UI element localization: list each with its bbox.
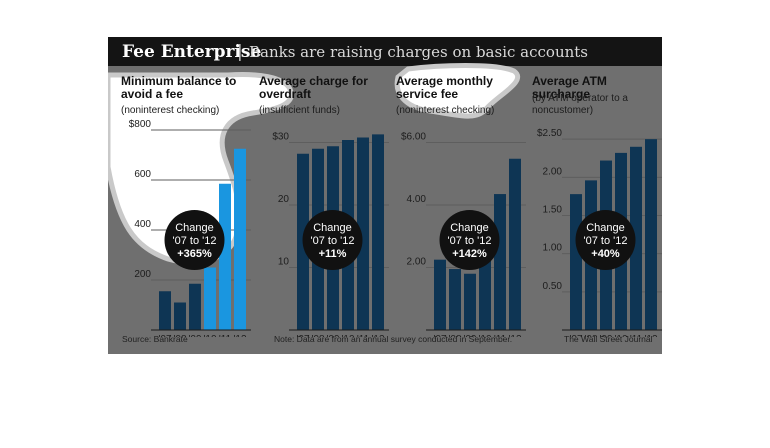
y-tick-label: $30 <box>272 132 289 143</box>
badge-text: '07 to '12 <box>584 235 628 247</box>
bar-12 <box>509 158 521 330</box>
bar-07 <box>570 194 582 330</box>
source-note: Source: Bankrate <box>122 334 188 344</box>
bar-12 <box>234 148 246 330</box>
badge-text: Change <box>175 222 214 234</box>
x-tick-label: '12 <box>371 334 384 337</box>
badge-text: '07 to '12 <box>311 235 355 247</box>
bar-09 <box>189 283 201 330</box>
badge-text: Change <box>450 222 489 234</box>
credit-note: The Wall Street Journal <box>564 334 653 344</box>
y-tick-label: $6.00 <box>401 132 426 143</box>
bar-chart-svg: 2.00 4.00 $6.00 '07'08'09'10'11'12 Change'07… <box>401 132 526 337</box>
chart-title: Average monthly service fee <box>396 74 493 101</box>
bar-chart-svg: 200 400 600 $800 '07'08'09'10'11'12 Change'07… <box>129 119 251 337</box>
x-tick-label: '07 <box>569 334 582 337</box>
x-tick-label: '10 <box>614 334 627 337</box>
title-separator: | <box>237 42 243 62</box>
x-tick-label: '09 <box>463 334 476 337</box>
badge-text: '07 to '12 <box>173 235 217 247</box>
y-tick-label: $2.50 <box>537 128 562 139</box>
x-tick-label: '11 <box>630 334 643 337</box>
header-bar: Fee Enterprise | Banks are raising charg… <box>108 37 662 66</box>
y-tick-label: 400 <box>134 219 151 230</box>
badge-text: +40% <box>591 248 620 260</box>
chart-subtitle: (by ATM operator to a noncustomer) <box>532 93 628 116</box>
bar-chart-svg: 10 20 $30 '07'08'09'10'11'12 Change'07 to '1… <box>272 132 389 337</box>
graphic-subtitle: Banks are raising charges on basic accou… <box>249 43 588 61</box>
chart-subtitle: (noninterest checking) <box>121 105 220 116</box>
y-tick-label: 10 <box>278 257 290 268</box>
x-tick-label: '08 <box>448 334 461 337</box>
x-tick-label: '08 <box>173 334 186 337</box>
change-badge <box>302 210 363 270</box>
highlight-blobs <box>108 63 520 265</box>
white-highlight-blob-right <box>394 63 520 119</box>
chart-subtitle: (insufficient funds) <box>259 105 340 116</box>
bar-12 <box>372 134 384 330</box>
bar-11 <box>219 183 231 330</box>
y-tick-label: 600 <box>134 169 151 180</box>
y-tick-label: 0.50 <box>543 281 563 292</box>
chart-subtitle: (noninterest checking) <box>396 105 495 116</box>
x-tick-label: '07 <box>433 334 446 337</box>
x-tick-label: '09 <box>599 334 612 337</box>
chart-panel-1: Minimum balance to avoid a fee (nonintere… <box>121 74 258 337</box>
y-tick-label: 4.00 <box>407 194 427 205</box>
badge-text: Change <box>313 222 352 234</box>
x-tick-label: '09 <box>326 334 339 337</box>
x-tick-label: '07 <box>296 334 309 337</box>
change-badge <box>439 210 500 270</box>
chart-title: Minimum balance to avoid a fee <box>121 74 237 101</box>
x-tick-label: '12 <box>233 334 246 337</box>
y-tick-label: 1.50 <box>543 204 563 215</box>
bar-chart-svg: 0.50 1.00 1.50 2.00 $2.50 '07'08'09'10'11'12 C… <box>537 128 662 337</box>
infographic: Fee Enterprise | Banks are raising charg… <box>108 37 662 354</box>
x-tick-label: '07 <box>158 334 171 337</box>
y-tick-label: 2.00 <box>407 257 427 268</box>
x-tick-label: '11 <box>357 334 370 337</box>
badge-text: +142% <box>452 248 487 260</box>
bar-07 <box>159 291 171 330</box>
x-tick-label: '12 <box>508 334 521 337</box>
bar-10 <box>479 251 491 330</box>
bar-11 <box>630 146 642 330</box>
y-tick-label: 2.00 <box>543 166 563 177</box>
change-badge <box>164 210 225 270</box>
x-tick-label: '10 <box>203 334 216 337</box>
y-tick-label: 1.00 <box>543 243 563 254</box>
data-note: Note: Data are from an annual survey con… <box>274 334 513 344</box>
y-tick-label: 200 <box>134 269 151 280</box>
x-tick-label: '09 <box>188 334 201 337</box>
y-tick-label: $800 <box>129 119 152 130</box>
bar-08 <box>174 302 186 330</box>
x-tick-label: '11 <box>494 334 507 337</box>
graphic-title: Fee Enterprise <box>122 42 262 62</box>
chart-panel-4: Average ATM surcharge (by ATM operator to… <box>532 74 662 337</box>
white-highlight-blob-left <box>108 72 294 265</box>
y-tick-label: 20 <box>278 194 290 205</box>
bar-11 <box>494 194 506 330</box>
badge-text: '07 to '12 <box>448 235 492 247</box>
change-badge <box>575 210 636 270</box>
bar-10 <box>204 267 216 330</box>
badge-text: Change <box>586 222 625 234</box>
x-tick-label: '11 <box>219 334 232 337</box>
x-tick-label: '08 <box>584 334 597 337</box>
x-tick-label: '10 <box>478 334 491 337</box>
chart-panel-3: Average monthly service fee (noninterest … <box>396 74 533 337</box>
chart-title: Average charge for overdraft <box>259 74 368 101</box>
chart-panel-2: Average charge for overdraft (insufficien… <box>259 74 396 337</box>
x-tick-label: '10 <box>341 334 354 337</box>
bar-08 <box>449 269 461 330</box>
x-tick-label: '08 <box>311 334 324 337</box>
bar-12 <box>645 139 657 330</box>
bar-11 <box>357 137 369 330</box>
x-tick-label: '12 <box>644 334 657 337</box>
bar-09 <box>464 273 476 330</box>
bar-07 <box>434 259 446 330</box>
chart-title: Average ATM surcharge <box>532 74 607 101</box>
badge-text: +365% <box>177 248 212 260</box>
badge-text: +11% <box>319 248 347 260</box>
